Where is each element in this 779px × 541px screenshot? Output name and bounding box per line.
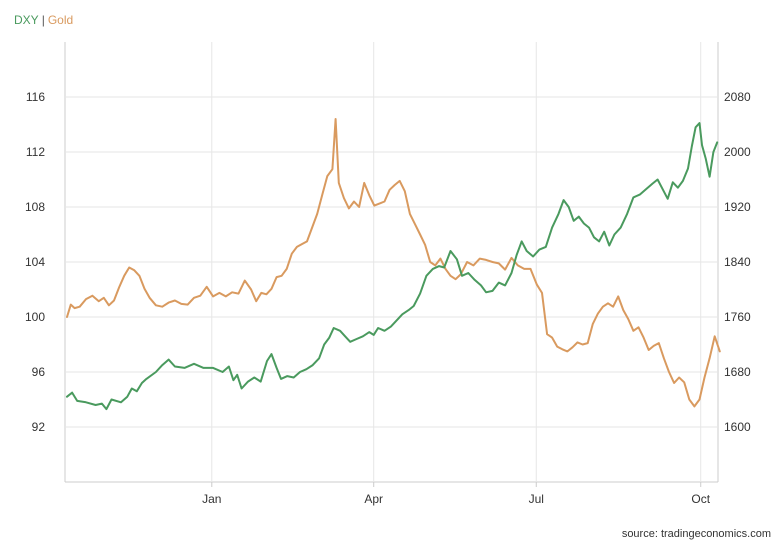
y-right-tick-label: 1840 (724, 255, 751, 269)
series-line-gold (66, 118, 721, 408)
legend-gold[interactable]: Gold (47, 13, 74, 27)
series-line-dxy (66, 122, 719, 411)
y-right-tick-label: 2000 (724, 145, 751, 159)
y-right-tick-label: 2080 (724, 90, 751, 104)
y-left-tick-label: 100 (25, 310, 45, 324)
y-left-tick-label: 104 (25, 255, 45, 269)
y-left-tick-label: 96 (32, 365, 46, 379)
x-tick-label: Apr (364, 492, 383, 506)
y-left-tick-label: 92 (32, 420, 46, 434)
y-right-tick-label: 1760 (724, 310, 751, 324)
y-right-tick-label: 1600 (724, 420, 751, 434)
x-tick-label: Oct (691, 492, 710, 506)
chart-legend: DXY | Gold (14, 13, 73, 27)
legend-separator: | (41, 13, 45, 27)
legend-dxy[interactable]: DXY (14, 13, 39, 27)
source-credit[interactable]: source: tradingeconomics.com (621, 528, 771, 540)
y-right-tick-label: 1680 (724, 365, 751, 379)
x-tick-label: Jan (202, 492, 221, 506)
x-tick-label: Jul (529, 492, 544, 506)
y-left-tick-label: 108 (25, 200, 45, 214)
y-left-tick-label: 116 (26, 90, 45, 104)
y-left-tick-label: 112 (26, 145, 45, 159)
y-right-tick-label: 1920 (724, 200, 751, 214)
